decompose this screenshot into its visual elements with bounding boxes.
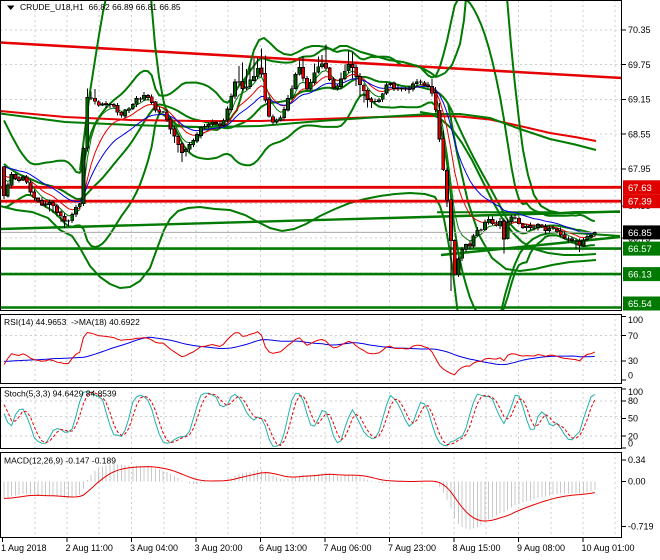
svg-text:3 Aug 04:00: 3 Aug 04:00	[130, 543, 178, 553]
svg-text:69.75: 69.75	[628, 60, 651, 70]
svg-text:9 Aug 08:00: 9 Aug 08:00	[517, 543, 565, 553]
svg-text:20: 20	[628, 431, 638, 441]
svg-text:MACD(12,26,9) -0.147 -0.189: MACD(12,26,9) -0.147 -0.189	[4, 456, 116, 466]
svg-text:2 Aug 11:00: 2 Aug 11:00	[66, 543, 113, 553]
svg-text:67.39: 67.39	[628, 197, 652, 208]
svg-text:7 Aug 06:00: 7 Aug 06:00	[324, 543, 372, 553]
svg-text:CRUDE_U18,H1 66.82 66.89 66.8: CRUDE_U18,H1 66.82 66.89 66.81 66.85	[20, 2, 181, 12]
svg-text:66.85: 66.85	[628, 228, 652, 239]
svg-text:6 Aug 13:00: 6 Aug 13:00	[259, 543, 307, 553]
svg-text:70: 70	[628, 331, 638, 341]
svg-text:-0.719: -0.719	[628, 522, 654, 532]
svg-text:10 Aug 01:00: 10 Aug 01:00	[582, 543, 635, 553]
svg-text:50: 50	[628, 414, 638, 424]
svg-text:1 Aug 2018: 1 Aug 2018	[1, 543, 47, 553]
svg-text:69.15: 69.15	[628, 95, 651, 105]
svg-text:RSI(14) 44.9653 ->MA(18) 40.6: RSI(14) 44.9653 ->MA(18) 40.6922	[4, 317, 140, 327]
svg-text:0.34: 0.34	[628, 455, 646, 465]
svg-text:66.13: 66.13	[628, 270, 652, 281]
svg-text:67.63: 67.63	[628, 183, 652, 194]
svg-text:30: 30	[628, 356, 638, 366]
svg-text:3 Aug 20:00: 3 Aug 20:00	[195, 543, 243, 553]
svg-text:68.55: 68.55	[628, 129, 651, 139]
svg-text:8 Aug 15:00: 8 Aug 15:00	[453, 543, 501, 553]
svg-text:67.95: 67.95	[628, 164, 651, 174]
svg-text:100: 100	[628, 387, 643, 397]
svg-text:0: 0	[628, 371, 633, 381]
svg-text:7 Aug 23:00: 7 Aug 23:00	[388, 543, 436, 553]
svg-text:66.57: 66.57	[628, 244, 652, 255]
svg-text:65.54: 65.54	[628, 299, 652, 310]
svg-text:80: 80	[628, 396, 638, 406]
svg-text:0.00: 0.00	[628, 477, 646, 487]
svg-text:100: 100	[628, 315, 643, 325]
svg-text:0: 0	[628, 439, 633, 449]
svg-text:70.35: 70.35	[628, 25, 651, 35]
svg-text:Stoch(5,3,3) 94.6429 84.8539: Stoch(5,3,3) 94.6429 84.8539	[4, 389, 117, 399]
